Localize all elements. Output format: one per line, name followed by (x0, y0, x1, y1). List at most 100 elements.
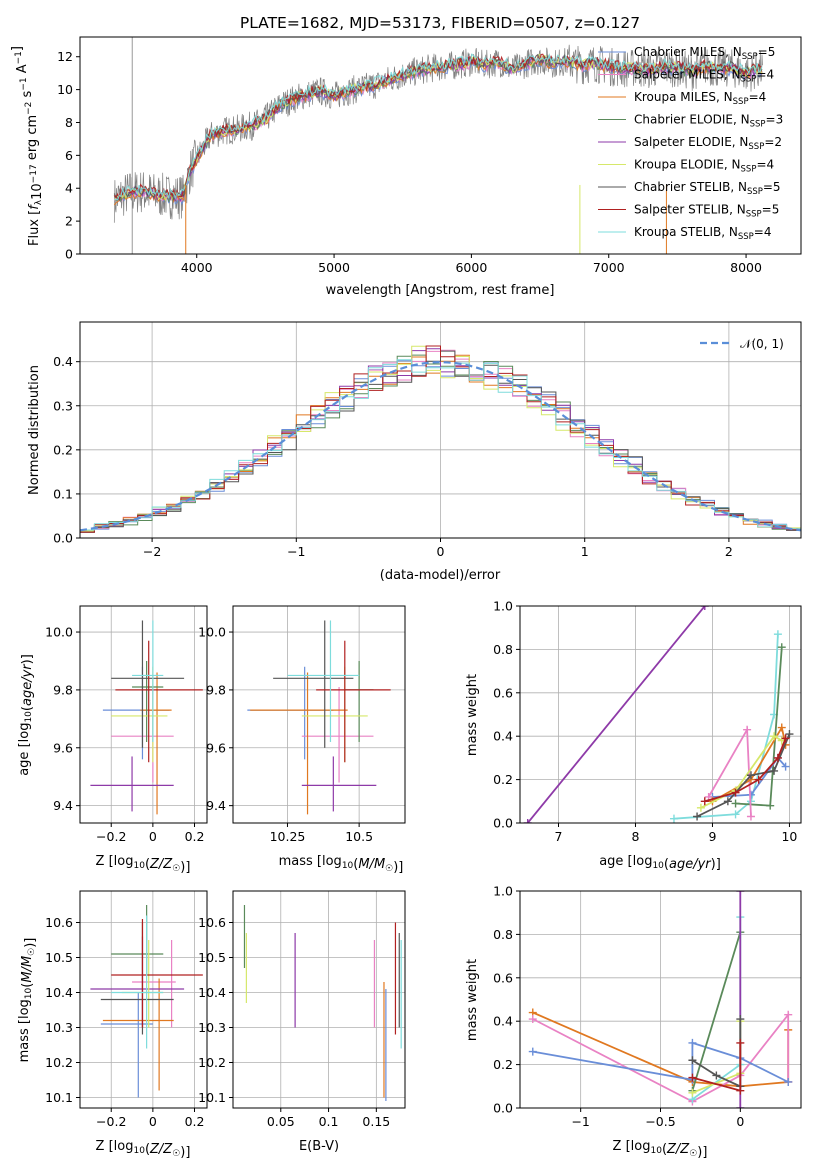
weight-marker (528, 1047, 537, 1056)
y-tick-label: 10.2 (198, 1055, 226, 1070)
panel-massweight_vs_Z: −1 −0.5 0 0.0 0.2 0.4 0.6 0.8 1.0 Z [log10(Z/Z☉)]… (465, 884, 802, 1160)
label-part: ( (20, 983, 35, 988)
legend-entry: Kroupa ELODIE, NSSP=4 (634, 158, 774, 175)
weight-marker (746, 812, 755, 821)
panel-residuals: −2 −1 0 1 2 0.0 0.1 0.2 0.3 0.4 𝒩(0, 1) (data-model… (27, 321, 802, 583)
x-tick-label: 7000 (593, 260, 625, 275)
label-part: M/M (358, 857, 385, 872)
weight-marker (528, 1015, 537, 1024)
y-tick-label: 0.4 (53, 354, 73, 369)
weight-marker (784, 1010, 793, 1019)
weight-marker (777, 723, 786, 732)
weight-marker (693, 812, 702, 821)
label-part: 10 (342, 861, 354, 871)
panel-mass_vs_Z: −0.2 0 0.210.110.210.310.410.510.6Z [log10… (17, 890, 208, 1160)
legend-entry: Chabrier STELIB, NSSP=5 (634, 180, 781, 197)
y-tick-label: 10.4 (198, 985, 226, 1000)
x-tick-label: −2 (143, 544, 161, 559)
histogram-step (80, 359, 801, 534)
y-tick-label: 0.0 (53, 531, 73, 546)
weight-marker (688, 1056, 697, 1065)
grid (233, 606, 405, 823)
panel-mass_vs_EBV: 0.05 0.1 0.15 10.1 10.2 10.3 10.4 10.5 10.6 E(B-V… (198, 890, 406, 1154)
x-tick-label: 8 (632, 829, 640, 844)
label-part: ☉ (172, 864, 180, 874)
weight-marker (770, 766, 779, 775)
label-part: 10 (652, 861, 664, 871)
x-axis-label: E(B-V) (299, 1139, 339, 1154)
weight-marker (736, 1104, 745, 1108)
y-tick-label: 9.6 (53, 740, 73, 755)
legend-sub: SSP (746, 210, 762, 220)
y-tick-label: 10.2 (45, 1055, 73, 1070)
weight-marker (773, 753, 782, 762)
legend-entry: 𝒩(0, 1) (740, 337, 784, 351)
x-tick-label: 2 (725, 544, 733, 559)
legend-suffix: =4 (754, 225, 772, 239)
grid (520, 605, 801, 824)
label-part: −1 (19, 77, 29, 90)
x-tick-label: 0 (736, 1114, 744, 1129)
x-tick-label: −0.2 (96, 829, 126, 844)
label-part: −1 (14, 51, 24, 64)
label-part: Z [log (613, 1139, 651, 1154)
label-part: ( (662, 1142, 667, 1157)
y-tick-label: 0.6 (493, 685, 513, 700)
legend-text: Salpeter MILES, N (634, 68, 741, 82)
weight-marker (781, 734, 790, 743)
weight-marker (669, 814, 678, 823)
weight-marker (731, 810, 740, 819)
legend-sub: SSP (750, 120, 766, 130)
label-part: Flux [ (27, 210, 42, 246)
x-axis-label: age [log10(age/yr)] (599, 854, 721, 872)
weight-marker (754, 775, 763, 784)
label-part: )] (23, 938, 38, 948)
x-tick-label: 0.2 (185, 1114, 205, 1129)
label-part: )] (180, 860, 190, 875)
weight-marker (773, 630, 782, 639)
legend-text: Salpeter ELODIE, N (634, 135, 748, 149)
y-tick-label: 12 (57, 49, 73, 64)
y-tick-label: 9.4 (53, 798, 73, 813)
legend-suffix: =5 (758, 45, 776, 59)
weight-marker (723, 797, 732, 806)
plot-area (90, 905, 203, 1098)
label-part: Z/Z (666, 1142, 690, 1157)
y-tick-label: 10.4 (45, 985, 73, 1000)
weight-marker (731, 799, 740, 808)
label-part: )] (711, 857, 721, 872)
label-part: M/M (20, 956, 35, 983)
x-tick-label: −0.2 (96, 1114, 126, 1129)
legend-suffix: =5 (762, 203, 780, 217)
plot-area (243, 905, 402, 1101)
y-axis-label: age [log10(age/yr)] (17, 654, 35, 776)
grid (520, 890, 801, 1109)
axes-frame (79, 890, 208, 1109)
label-part: 10 (30, 183, 45, 200)
weight-marker (731, 788, 740, 797)
label-part: age [log (17, 723, 32, 776)
y-tick-label: 9.8 (206, 682, 226, 697)
weight-marker (736, 1038, 745, 1047)
y-tick-label: 10.6 (198, 915, 226, 930)
y-axis-label: mass weight (465, 674, 480, 756)
legend-suffix: =4 (756, 158, 774, 172)
x-axis-label: wavelength [Angstrom, rest frame] (326, 283, 555, 298)
x-tick-label: −0.5 (645, 1114, 675, 1129)
label-part: )] (180, 1145, 190, 1160)
x-axis-label: mass [log10(M/M☉)] (279, 854, 404, 875)
x-tick-label: 0.2 (185, 829, 205, 844)
y-tick-label: 10.3 (198, 1020, 226, 1035)
legend-text: Kroupa MILES, N (634, 90, 733, 104)
label-part: )] (697, 1145, 707, 1160)
grid (80, 891, 207, 1108)
x-tick-label: 10 (781, 829, 797, 844)
legend-text: Salpeter STELIB, N (634, 203, 746, 217)
legend-suffix: =5 (763, 180, 781, 194)
x-tick-label: 0 (149, 1114, 157, 1129)
legend-text: Chabrier ELODIE, N (634, 113, 750, 127)
y-axis-label: mass [log10(M/M☉)] (17, 938, 38, 1063)
axes-frame (232, 890, 406, 1109)
y-tick-label: 0.6 (493, 970, 513, 985)
